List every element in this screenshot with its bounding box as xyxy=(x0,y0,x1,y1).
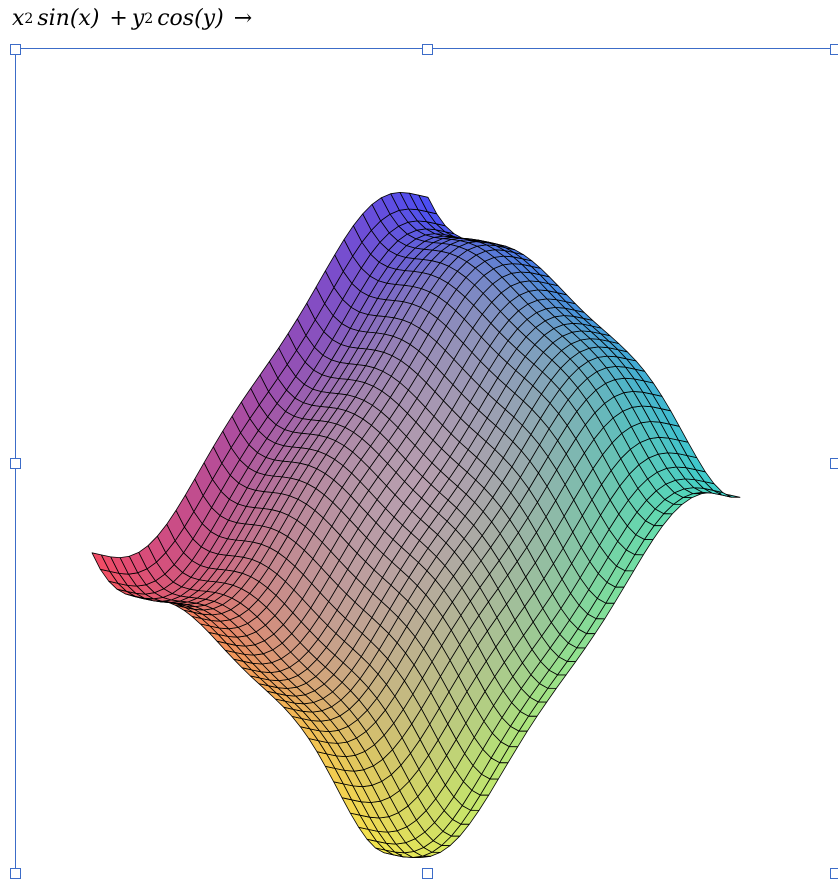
expr-x: x xyxy=(12,6,25,31)
expr-sin: sin xyxy=(37,6,70,31)
expr-arrow: → xyxy=(233,6,253,31)
expr-y-exponent: 2 xyxy=(144,11,154,27)
resize-handle-top-right[interactable] xyxy=(830,44,838,55)
resize-handle-top-center[interactable] xyxy=(422,44,433,55)
resize-handle-top-left[interactable] xyxy=(10,44,21,55)
resize-handle-bottom-right[interactable] xyxy=(830,868,838,879)
expr-plus: + xyxy=(109,6,128,31)
expr-cos: cos xyxy=(157,6,195,31)
expr-x-exponent: 2 xyxy=(24,11,34,27)
resize-handle-bottom-center[interactable] xyxy=(422,868,433,879)
resize-handle-middle-left[interactable] xyxy=(10,458,21,469)
resize-handle-bottom-left[interactable] xyxy=(10,868,21,879)
resize-handle-middle-right[interactable] xyxy=(830,458,838,469)
expr-y: y xyxy=(131,6,145,31)
expr-sin-arg: (x) xyxy=(69,6,100,31)
selection-frame[interactable] xyxy=(15,48,838,878)
surface-mesh xyxy=(91,191,741,858)
mesh-cell xyxy=(91,552,111,572)
expr-cos-arg: (y) xyxy=(194,6,224,31)
